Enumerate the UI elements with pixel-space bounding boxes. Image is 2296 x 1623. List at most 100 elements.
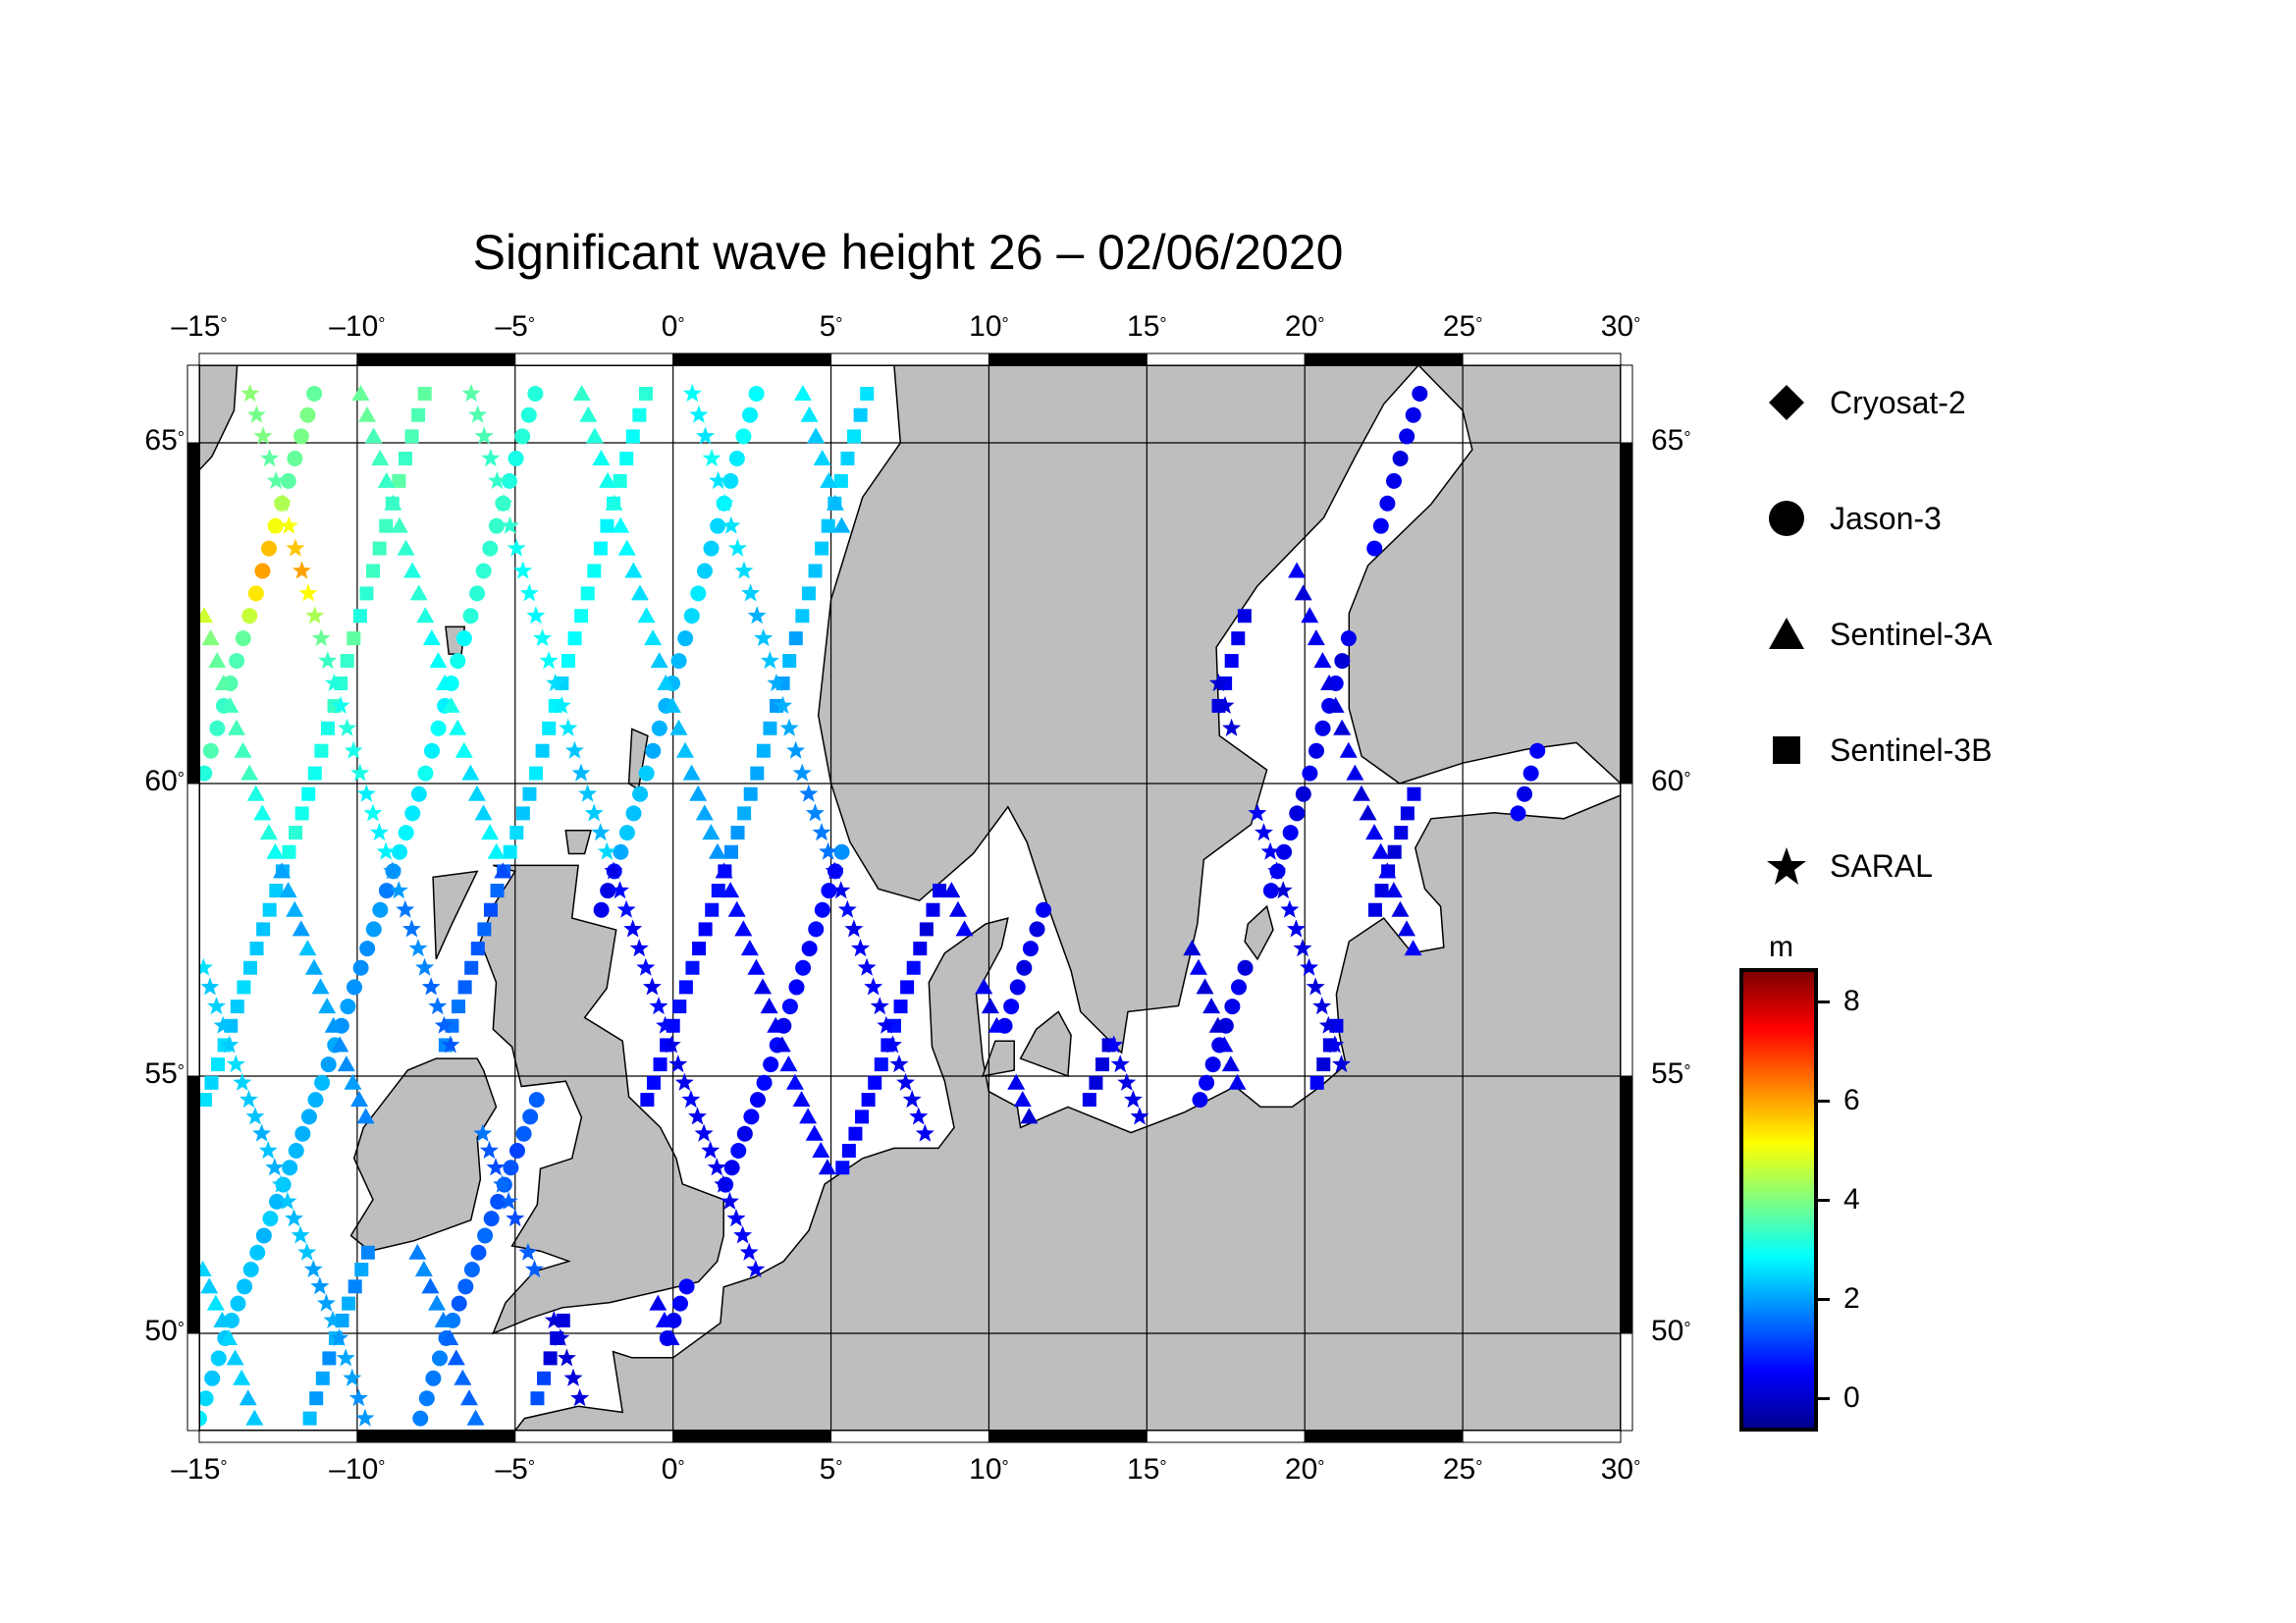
track-marker-star [694, 1123, 714, 1142]
colorbar-unit: m [1769, 931, 1793, 963]
track-marker-circle [470, 1244, 487, 1261]
track-marker-square [1224, 654, 1239, 669]
track-marker-star [486, 1158, 506, 1176]
track-marker-circle [424, 742, 441, 759]
track-marker-triangle [644, 629, 663, 646]
track-marker-square [678, 980, 693, 995]
legend-label: Jason-3 [1830, 500, 1942, 536]
colorbar [1739, 968, 1818, 1432]
track-marker-square [723, 844, 738, 859]
track-marker-square [750, 766, 765, 781]
lat-tick-right: 65° [1651, 424, 1691, 457]
track-marker-star [616, 899, 636, 918]
track-marker-triangle [657, 674, 675, 690]
track-marker-star [305, 606, 325, 624]
map-title: Significant wave height 26 – 02/06/2020 [472, 225, 1344, 280]
track-marker-square [556, 1313, 570, 1327]
track-marker-square [237, 980, 251, 995]
lon-tick-bottom: –10° [329, 1453, 386, 1486]
track-marker-star [767, 674, 786, 692]
track-marker-square [593, 541, 608, 556]
circle-icon [1769, 501, 1804, 536]
track-marker-triangle [1208, 1016, 1227, 1033]
track-marker-square [868, 1075, 882, 1090]
track-marker-triangle [384, 494, 402, 511]
track-marker-square [860, 386, 875, 401]
track-marker-triangle [1365, 824, 1384, 840]
track-marker-star [265, 1158, 285, 1176]
track-marker-star [278, 1191, 297, 1210]
track-marker-triangle [1301, 607, 1319, 623]
lon-tick-top: 15° [1127, 310, 1167, 343]
track-marker-star [805, 803, 825, 822]
track-marker-circle [1372, 517, 1389, 534]
star-icon [1767, 847, 1806, 885]
track-marker-square [372, 541, 387, 556]
track-marker-star [611, 881, 629, 899]
track-marker-circle [749, 1092, 766, 1109]
lon-tick-bottom: 5° [819, 1453, 843, 1486]
track-marker-star [707, 1158, 726, 1176]
track-marker-circle [417, 765, 434, 782]
track-marker-triangle [715, 862, 733, 879]
frame-bar-top [356, 352, 516, 366]
track-marker-circle [1204, 1056, 1221, 1073]
track-marker-star [726, 1209, 746, 1227]
track-marker-triangle [948, 900, 967, 917]
track-marker-triangle [279, 882, 297, 898]
lon-tick-top: –15° [171, 310, 228, 343]
track-marker-star [316, 1293, 336, 1312]
lat-tick-left: 55° [144, 1057, 185, 1090]
legend-item-cryosat: Cryosat-2 [1767, 373, 1966, 432]
track-marker-star [226, 1055, 245, 1073]
track-marker-square [835, 1161, 850, 1175]
track-marker-circle [199, 1410, 207, 1427]
track-marker-triangle [760, 998, 778, 1014]
track-marker-triangle [298, 940, 317, 956]
track-marker-triangle [988, 1016, 1006, 1033]
track-marker-square [933, 884, 947, 898]
track-marker-circle [254, 563, 271, 579]
track-marker-star [389, 881, 408, 899]
track-marker-circle [670, 653, 687, 670]
lat-tick-right: 50° [1651, 1315, 1691, 1347]
track-marker-circle [1282, 825, 1299, 841]
track-marker-triangle [767, 1016, 785, 1033]
track-marker-triangle [461, 764, 480, 781]
track-marker-star [837, 899, 857, 918]
track-marker-square [359, 586, 374, 601]
track-marker-triangle [689, 784, 708, 801]
track-marker-star [266, 470, 286, 489]
track-marker-square [470, 942, 485, 956]
track-marker-star [909, 1107, 929, 1125]
track-marker-circle [392, 843, 408, 860]
track-marker-triangle [208, 652, 227, 669]
track-marker-circle [280, 472, 296, 489]
track-marker-star [720, 1191, 739, 1210]
track-marker-square [417, 386, 432, 401]
track-marker-star [896, 1072, 916, 1091]
track-marker-triangle [734, 920, 753, 937]
track-marker-circle [736, 1125, 753, 1142]
track-marker-circle [756, 1074, 773, 1091]
track-marker-star [479, 1141, 499, 1160]
legend-item-saral: SARAL [1767, 837, 1933, 895]
track-marker-circle [204, 1370, 221, 1386]
track-marker-triangle [428, 1294, 447, 1311]
track-marker-triangle [409, 584, 428, 601]
legend-label: SARAL [1830, 847, 1933, 884]
track-marker-triangle [572, 384, 591, 401]
lon-tick-bottom: 10° [969, 1453, 1009, 1486]
track-marker-star [1300, 957, 1319, 976]
track-marker-star [323, 1310, 343, 1328]
track-marker-circle [748, 385, 765, 402]
track-marker-square [580, 586, 595, 601]
track-marker-triangle [942, 882, 961, 898]
track-marker-circle [613, 843, 629, 860]
colorbar-tick-mark [1818, 1199, 1830, 1202]
track-marker-square [841, 1143, 856, 1158]
satellite-tracks [199, 384, 1546, 1427]
track-marker-triangle [1183, 940, 1201, 956]
track-marker-circle [1412, 385, 1428, 402]
track-marker-circle [475, 563, 492, 579]
